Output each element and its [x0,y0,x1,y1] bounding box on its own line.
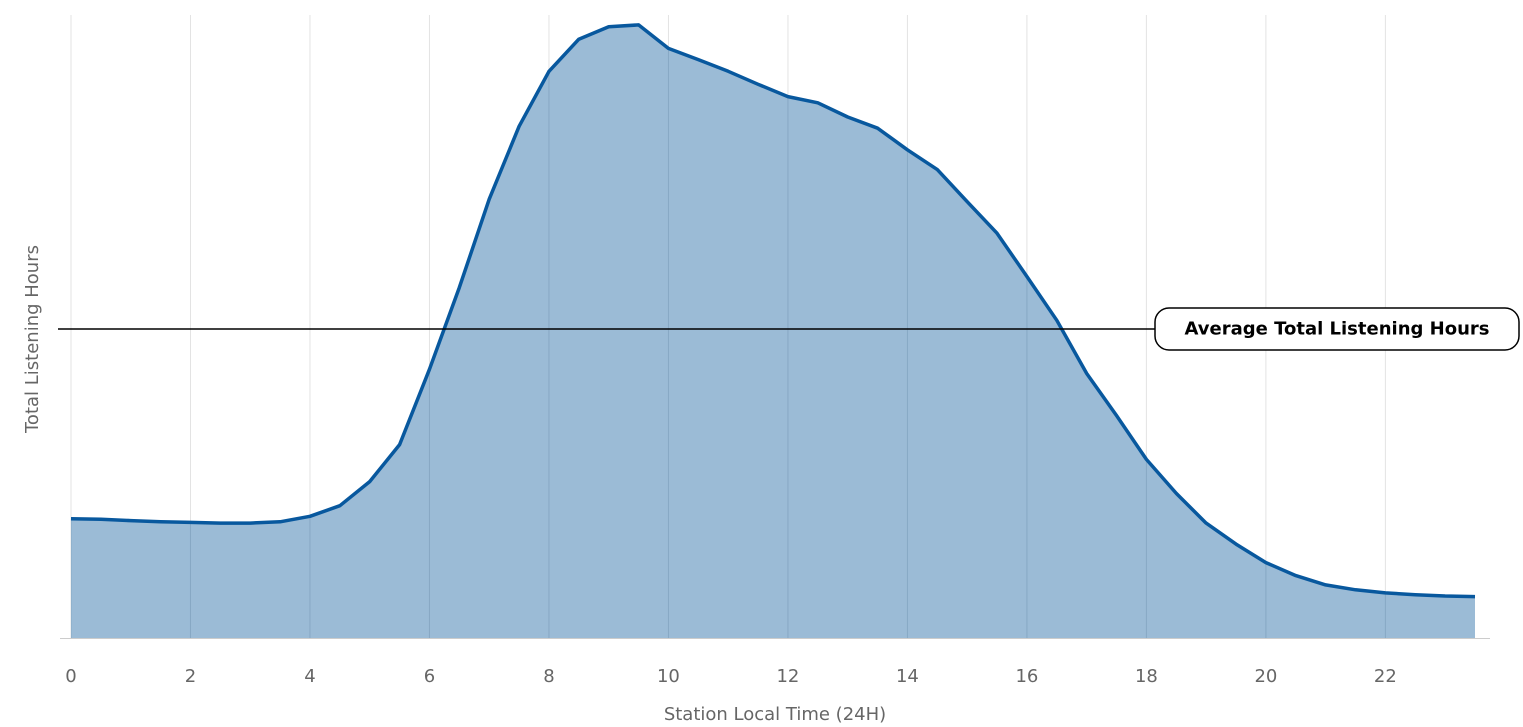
x-tick-label-20: 20 [1254,666,1277,687]
x-tick-label-8: 8 [543,666,554,687]
listening-hours-line [70,23,1476,599]
y-axis-title: Total Listening Hours [22,245,43,434]
x-tick-label-10: 10 [657,666,680,687]
x-tick-label-6: 6 [424,666,435,687]
average-label-box [1154,307,1520,351]
x-tick-label-14: 14 [896,666,919,687]
x-axis-title: Station Local Time (24H) [664,704,886,725]
average-label: Average Total Listening Hours [1184,319,1489,340]
x-axis-ticks: 0 2 4 6 8 10 12 14 16 18 20 22 [65,666,1397,687]
listening-hours-area [71,24,1475,638]
x-tick-label-0: 0 [65,666,76,687]
x-tick-label-12: 12 [776,666,799,687]
x-tick-label-22: 22 [1374,666,1397,687]
x-tick-label-2: 2 [185,666,196,687]
x-tick-label-18: 18 [1135,666,1158,687]
x-tick-label-16: 16 [1015,666,1038,687]
x-tick-label-4: 4 [304,666,315,687]
